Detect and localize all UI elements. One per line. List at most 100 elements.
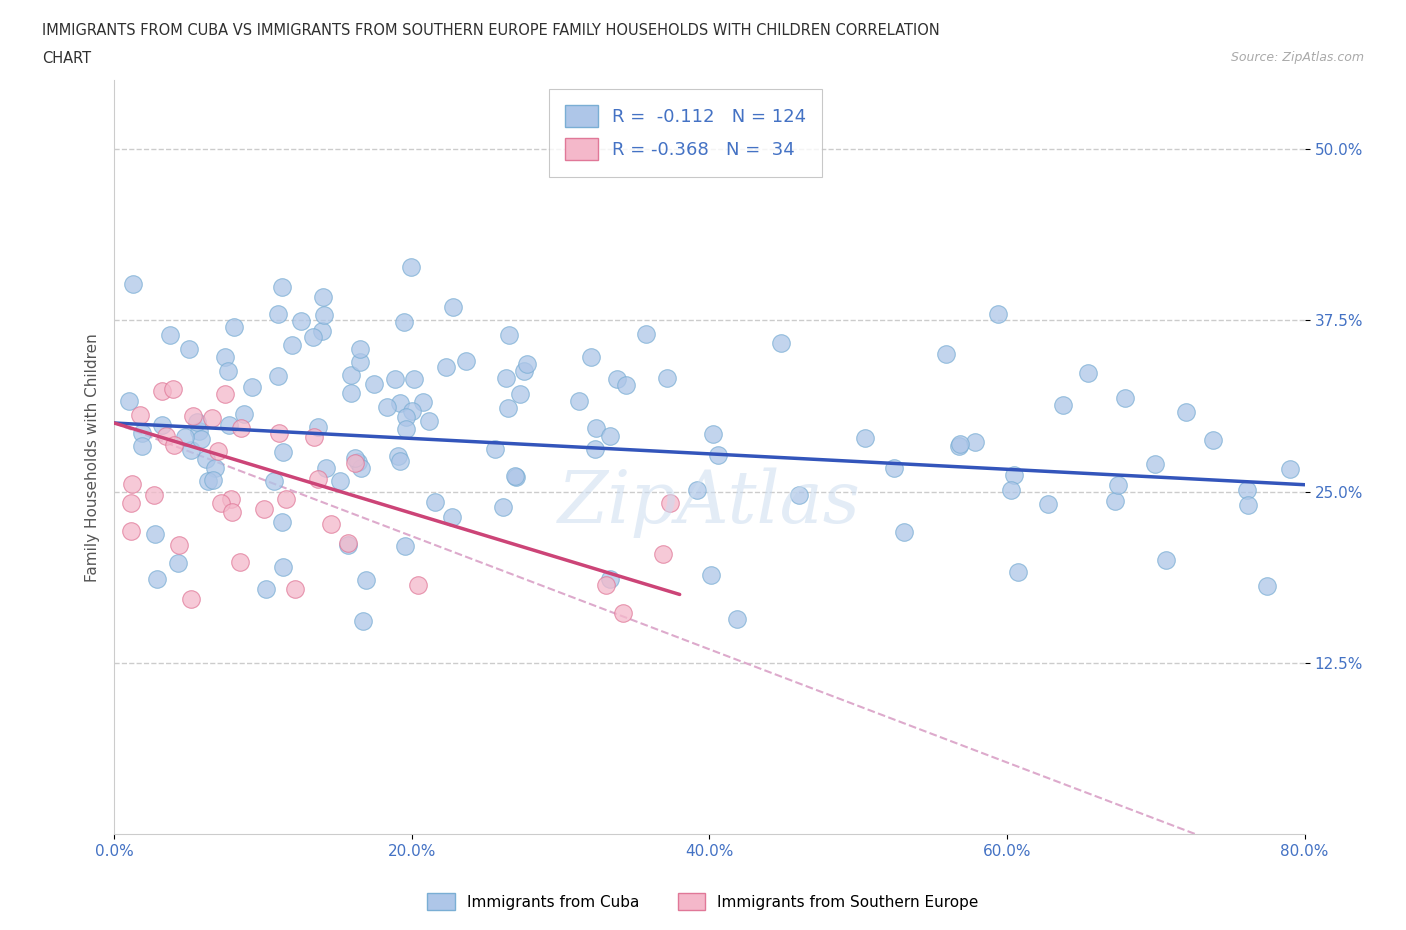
Point — [492, 499, 515, 514]
Point — [441, 299, 464, 314]
Point — [131, 425, 153, 440]
Point — [290, 313, 312, 328]
Point — [1077, 365, 1099, 380]
Point — [150, 418, 173, 432]
Point — [585, 420, 607, 435]
Point — [122, 276, 145, 291]
Point — [1114, 391, 1136, 405]
Point — [195, 451, 218, 466]
Point — [267, 307, 290, 322]
Point — [484, 442, 506, 457]
Point — [162, 382, 184, 397]
Point — [418, 414, 440, 429]
Point — [337, 536, 360, 551]
Point — [948, 438, 970, 453]
Point — [222, 319, 245, 334]
Point — [271, 280, 294, 295]
Point — [456, 353, 478, 368]
Point — [949, 436, 972, 451]
Point — [307, 419, 329, 434]
Point — [853, 431, 876, 445]
Point — [120, 524, 142, 538]
Point — [394, 314, 416, 329]
Point — [254, 581, 277, 596]
Point — [389, 453, 412, 468]
Point — [267, 368, 290, 383]
Point — [614, 378, 637, 392]
Point — [434, 359, 457, 374]
Point — [599, 429, 621, 444]
Point — [174, 430, 197, 445]
Point — [302, 430, 325, 445]
Point — [159, 328, 181, 343]
Point — [401, 404, 423, 418]
Point — [1256, 578, 1278, 593]
Point — [1202, 432, 1225, 447]
Point — [273, 560, 295, 575]
Point — [271, 514, 294, 529]
Point — [284, 581, 307, 596]
Point — [180, 591, 202, 606]
Point — [1052, 398, 1074, 413]
Point — [204, 460, 226, 475]
Text: CHART: CHART — [42, 51, 91, 66]
Point — [412, 394, 434, 409]
Point — [401, 259, 423, 274]
Point — [1107, 478, 1129, 493]
Point — [201, 472, 224, 487]
Point — [339, 367, 361, 382]
Point — [787, 487, 810, 502]
Point — [568, 393, 591, 408]
Point — [315, 460, 337, 475]
Point — [987, 307, 1010, 322]
Point — [700, 567, 723, 582]
Point — [1278, 461, 1301, 476]
Point — [599, 572, 621, 587]
Point — [387, 448, 409, 463]
Point — [352, 614, 374, 629]
Point — [221, 504, 243, 519]
Point — [121, 477, 143, 492]
Point — [186, 415, 208, 430]
Point — [142, 488, 165, 503]
Point — [217, 364, 239, 379]
Point — [150, 384, 173, 399]
Point — [350, 461, 373, 476]
Point — [163, 438, 186, 453]
Point — [440, 510, 463, 525]
Point — [883, 460, 905, 475]
Point — [145, 526, 167, 541]
Text: Source: ZipAtlas.com: Source: ZipAtlas.com — [1230, 51, 1364, 64]
Point — [214, 387, 236, 402]
Point — [769, 336, 792, 351]
Point — [312, 289, 335, 304]
Legend: R =  -0.112   N = 124, R = -0.368   N =  34: R = -0.112 N = 124, R = -0.368 N = 34 — [548, 89, 823, 177]
Point — [307, 472, 329, 486]
Point — [1237, 498, 1260, 512]
Point — [706, 447, 728, 462]
Point — [1175, 405, 1198, 419]
Point — [344, 456, 367, 471]
Point — [659, 495, 682, 510]
Point — [384, 372, 406, 387]
Point — [337, 538, 360, 552]
Point — [274, 491, 297, 506]
Point — [118, 394, 141, 409]
Point — [129, 407, 152, 422]
Point — [180, 443, 202, 458]
Point — [1007, 565, 1029, 579]
Point — [1038, 497, 1060, 512]
Point — [423, 495, 446, 510]
Point — [221, 492, 243, 507]
Point — [375, 399, 398, 414]
Point — [1143, 457, 1166, 472]
Point — [231, 420, 253, 435]
Point — [354, 573, 377, 588]
Point — [311, 324, 333, 339]
Point — [363, 377, 385, 392]
Point — [120, 496, 142, 511]
Point — [267, 426, 290, 441]
Point — [281, 338, 304, 352]
Point — [725, 612, 748, 627]
Point — [183, 408, 205, 423]
